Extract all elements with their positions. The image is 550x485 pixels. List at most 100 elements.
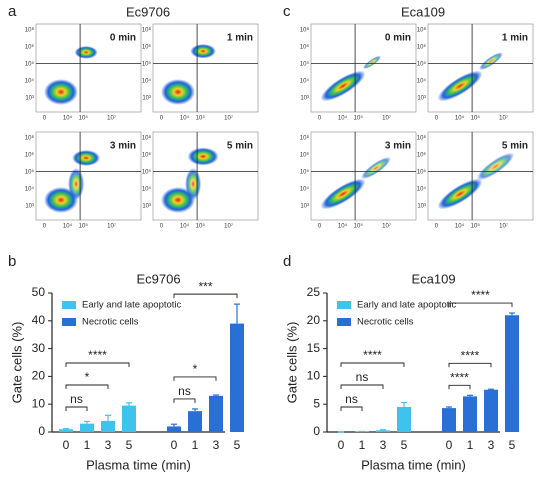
bar [209, 395, 223, 432]
flow-x-tick: 10⁷ [499, 223, 508, 230]
flow-y-tick: 10⁶ [417, 44, 427, 51]
flow-x-tick: 10⁷ [382, 223, 391, 230]
legend-swatch [337, 318, 351, 326]
flow-y-tick: 10⁶ [417, 152, 427, 159]
flow-x-tick: 0 [43, 116, 47, 122]
flow-x-tick: 10⁵ [79, 115, 89, 122]
flow-y-tick: 10⁵ [300, 61, 310, 68]
significance-label: **** [363, 348, 382, 362]
panel-label: b [8, 253, 16, 270]
flow-x-tick: 10⁷ [107, 115, 116, 122]
density-cluster [185, 168, 202, 200]
flow-y-tick: 10⁸ [300, 135, 310, 142]
y-axis-label: Gate cells (%) [9, 322, 24, 404]
flow-x-tick: 10⁴ [63, 223, 73, 230]
significance-label: ns [70, 392, 83, 406]
flow-y-tick: 10⁴ [25, 186, 35, 193]
flow-y-tick: 10⁵ [25, 61, 35, 68]
time-label: 3 min [110, 141, 136, 152]
significance-bracket [448, 384, 471, 390]
flow-x-tick: 0 [160, 224, 164, 230]
significance-bracket [340, 406, 363, 411]
flow-y-tick: 10⁴ [417, 78, 427, 85]
flow-y-tick: 10⁴ [300, 78, 310, 85]
x-tick-label: 1 [192, 438, 199, 452]
y-axis-label: Gate cells (%) [284, 322, 299, 404]
significance-bracket [65, 384, 109, 389]
panel-title: Eca109 [401, 4, 445, 19]
density-cluster [437, 70, 483, 102]
x-tick-label: 5 [126, 438, 133, 452]
significance-bracket [448, 362, 492, 368]
y-tick-label: 20 [32, 369, 46, 383]
flow-x-tick: 0 [43, 224, 47, 230]
x-tick-label: 1 [84, 438, 91, 452]
time-label: 3 min [385, 141, 411, 152]
significance-bracket [173, 398, 196, 403]
time-label: 1 min [227, 33, 253, 44]
flow-y-tick: 10³ [300, 204, 309, 210]
y-tick-label: 30 [32, 341, 46, 355]
x-tick-label: 0 [63, 438, 70, 452]
significance-bracket [65, 362, 130, 367]
flow-y-tick: 10⁴ [142, 186, 152, 193]
bar [122, 405, 136, 432]
bar [505, 315, 519, 432]
flow-y-tick: 10⁸ [417, 27, 427, 34]
legend-swatch [62, 301, 76, 309]
panel-title: Ec9706 [126, 4, 170, 19]
x-axis-label: Plasma time (min) [361, 457, 466, 472]
flow-x-tick: 10⁷ [499, 115, 508, 122]
significance-label: **** [461, 348, 480, 362]
density-cluster [320, 178, 366, 210]
legend-label: Early and late apoptotic [82, 300, 182, 311]
y-tick-label: 0 [313, 424, 320, 438]
density-cluster [68, 168, 85, 200]
flow-x-tick: 10⁵ [196, 223, 206, 230]
flow-x-tick: 10⁴ [180, 223, 190, 230]
y-tick-label: 10 [32, 396, 46, 410]
x-tick-label: 3 [380, 438, 387, 452]
density-cluster [190, 44, 216, 59]
significance-label: **** [450, 370, 469, 384]
y-tick-label: 25 [307, 285, 321, 299]
x-tick-label: 3 [488, 438, 495, 452]
flow-y-tick: 10³ [25, 204, 34, 210]
flow-y-tick: 10⁸ [417, 135, 427, 142]
bar [230, 323, 244, 432]
density-cluster [320, 70, 366, 102]
x-tick-label: 1 [467, 438, 474, 452]
flow-y-tick: 10⁸ [300, 27, 310, 34]
density-cluster [437, 178, 483, 210]
time-label: 0 min [385, 33, 411, 44]
flow-x-tick: 10⁵ [471, 223, 481, 230]
significance-label: **** [471, 288, 490, 302]
bar [463, 396, 477, 432]
time-label: 5 min [227, 141, 253, 152]
flow-y-tick: 10⁸ [25, 135, 35, 142]
x-tick-label: 0 [338, 438, 345, 452]
flow-x-tick: 10⁴ [338, 223, 348, 230]
legend-swatch [337, 301, 351, 309]
x-tick-label: 0 [446, 438, 453, 452]
flow-y-tick: 10⁵ [300, 169, 310, 176]
bar [397, 406, 411, 432]
density-cluster [44, 79, 78, 105]
flow-x-tick: 0 [318, 116, 322, 122]
flow-y-tick: 10³ [142, 204, 151, 210]
x-tick-label: 3 [213, 438, 220, 452]
significance-bracket [173, 376, 217, 381]
legend-swatch [62, 318, 76, 326]
flow-x-tick: 10⁴ [63, 115, 73, 122]
density-cluster [74, 46, 98, 59]
panel-label: d [283, 253, 291, 270]
density-cluster [161, 79, 195, 105]
flow-y-tick: 10⁸ [142, 27, 152, 34]
flow-y-tick: 10⁶ [25, 44, 35, 51]
chart-title: Eca109 [411, 271, 455, 286]
significance-bracket [340, 362, 405, 367]
flow-y-tick: 10⁶ [25, 152, 35, 159]
bar [101, 420, 115, 432]
time-label: 0 min [110, 33, 136, 44]
